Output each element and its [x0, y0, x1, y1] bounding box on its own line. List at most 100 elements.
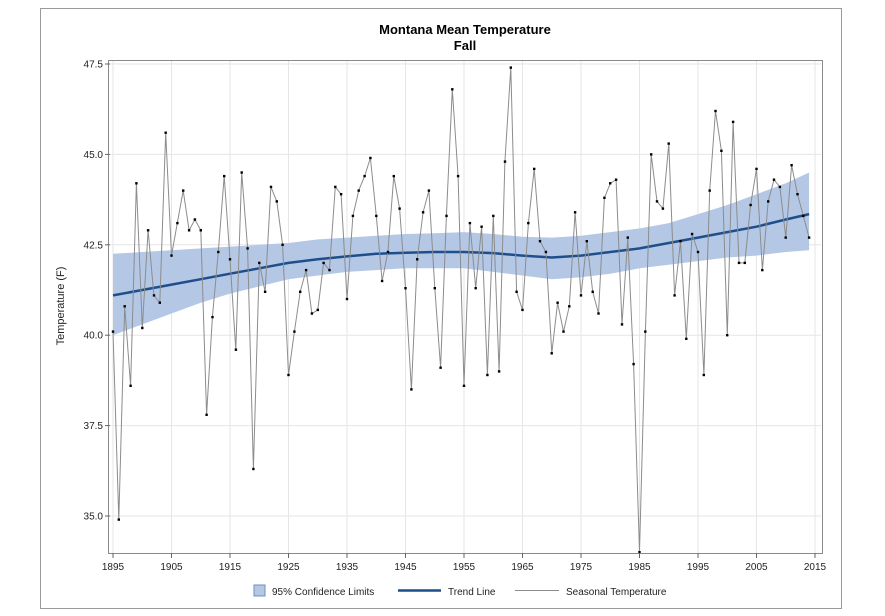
seasonal-point: [497, 370, 501, 373]
seasonal-point: [380, 279, 384, 283]
seasonal-point: [755, 167, 758, 171]
seasonal-point: [252, 467, 255, 471]
seasonal-point: [778, 185, 782, 189]
gridlines: [110, 61, 821, 553]
x-tick-label: 1925: [277, 562, 300, 573]
seasonal-point: [474, 287, 477, 290]
seasonal-point: [246, 247, 249, 250]
seasonal-point: [726, 334, 729, 337]
seasonal-point: [416, 258, 419, 261]
seasonal-point: [579, 294, 583, 297]
seasonal-point: [597, 312, 600, 315]
seasonal-point: [351, 214, 355, 218]
seasonal-point: [480, 225, 483, 228]
seasonal-point: [410, 388, 413, 391]
seasonal-point: [263, 290, 267, 293]
seasonal-point: [135, 182, 138, 185]
seasonal-point: [275, 200, 278, 203]
trend-line-layer: [112, 212, 810, 297]
seasonal-point: [573, 211, 577, 214]
seasonal-point: [667, 142, 670, 145]
seasonal-point: [123, 305, 126, 308]
seasonal-point: [187, 229, 191, 232]
seasonal-point: [281, 243, 284, 246]
seasonal-point: [661, 207, 665, 210]
seasonal-point: [170, 254, 173, 257]
seasonal-point: [375, 214, 378, 218]
seasonal-point: [146, 229, 150, 232]
seasonal-point: [339, 193, 343, 196]
seasonal-point: [521, 308, 524, 312]
seasonal-point: [690, 232, 694, 236]
x-tick-label: 1975: [570, 562, 593, 573]
seasonal-point: [129, 384, 132, 387]
seasonal-line-layer: [112, 67, 810, 553]
seasonal-point: [345, 297, 349, 301]
x-tick-label: 1895: [102, 562, 125, 573]
y-tick-label: 37.5: [84, 421, 104, 432]
seasonal-point: [363, 174, 366, 178]
seasonal-point: [152, 294, 156, 297]
seasonal-point: [404, 287, 407, 290]
seasonal-point: [117, 518, 120, 521]
x-axis: 1895 1905 1915 1925 1935 1945 1955 1965 1975 1985…: [102, 553, 827, 573]
seasonal-point: [737, 261, 741, 265]
seasonal-point: [141, 326, 144, 330]
seasonal-point: [486, 373, 489, 377]
y-tick-label: 35.0: [84, 512, 104, 523]
x-tick-label: 1965: [511, 562, 534, 573]
seasonal-point: [445, 214, 448, 218]
seasonal-point: [603, 196, 606, 199]
x-tick-label: 1945: [394, 562, 417, 573]
seasonal-point: [503, 160, 507, 163]
seasonal-point: [731, 120, 735, 124]
legend-trend-label: Trend Line: [448, 587, 496, 598]
seasonal-point: [767, 200, 770, 203]
y-tick-label: 47.5: [84, 60, 104, 71]
seasonal-point: [421, 211, 425, 214]
seasonal-point: [334, 185, 337, 189]
seasonal-point: [538, 240, 542, 243]
x-tick-label: 2015: [804, 562, 827, 573]
seasonal-point: [357, 189, 360, 192]
legend: 95% Confidence Limits Trend Line Seasona…: [253, 584, 667, 598]
seasonal-point: [299, 290, 302, 293]
seasonal-point: [211, 315, 214, 319]
x-tick-label: 1995: [687, 562, 710, 573]
seasonal-point: [392, 174, 395, 178]
seasonal-point: [807, 236, 811, 239]
seasonal-point: [386, 250, 390, 254]
seasonal-point: [720, 149, 723, 152]
seasonal-point: [644, 330, 647, 333]
seasonal-temperature-line: [112, 67, 810, 553]
seasonal-point: [316, 308, 319, 312]
seasonal-point: [650, 153, 653, 156]
y-tick-label: 45.0: [84, 150, 104, 161]
seasonal-point: [328, 268, 331, 272]
seasonal-point: [492, 214, 495, 218]
seasonal-point: [398, 207, 401, 210]
x-tick-label: 1955: [453, 562, 476, 573]
seasonal-point: [433, 287, 436, 290]
seasonal-point: [802, 214, 805, 218]
seasonal-point: [679, 240, 682, 243]
seasonal-point: [158, 301, 161, 304]
seasonal-point: [228, 258, 232, 261]
seasonal-point: [234, 348, 238, 351]
seasonal-point: [614, 178, 618, 181]
x-tick-label: 2005: [745, 562, 768, 573]
legend-band-swatch: [253, 584, 266, 597]
seasonal-point: [784, 236, 787, 239]
seasonal-point: [515, 290, 518, 293]
seasonal-point: [468, 221, 472, 225]
seasonal-point: [240, 171, 243, 174]
seasonal-point: [626, 236, 629, 239]
seasonal-point: [749, 203, 752, 207]
seasonal-point: [772, 178, 776, 181]
legend-seasonal-label: Seasonal Temperature: [566, 587, 667, 598]
seasonal-point: [685, 337, 688, 340]
seasonal-point: [287, 373, 290, 377]
seasonal-point: [556, 301, 559, 304]
seasonal-point: [310, 312, 314, 315]
